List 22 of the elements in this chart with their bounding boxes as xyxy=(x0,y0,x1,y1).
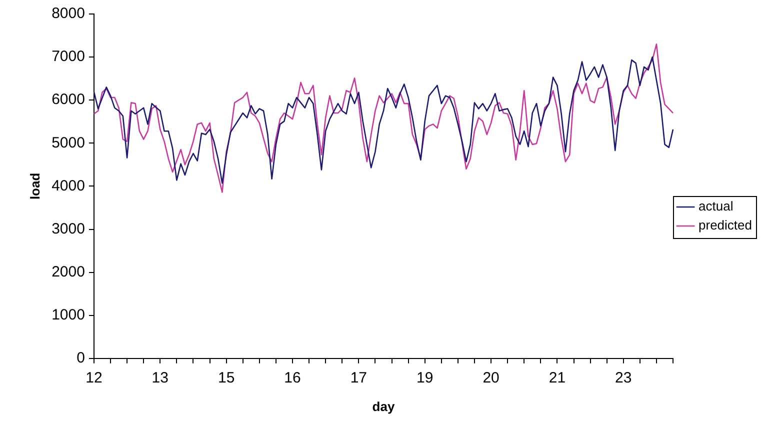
x-tick-label: 21 xyxy=(548,370,566,387)
legend-label: predicted xyxy=(698,218,752,233)
y-tick-label: 1000 xyxy=(52,306,85,324)
x-tick-label: 20 xyxy=(482,370,500,387)
x-tick-label: 23 xyxy=(615,370,632,387)
y-tick-label: 5000 xyxy=(52,134,85,152)
y-tick-label: 8000 xyxy=(52,5,85,22)
x-tick-label: 13 xyxy=(152,370,168,387)
x-tick-label: 19 xyxy=(416,370,434,387)
x-tick-label: 12 xyxy=(86,370,102,387)
y-tick-label: 3000 xyxy=(52,220,85,238)
y-tick-label: 2000 xyxy=(52,263,85,280)
y-axis-title: load xyxy=(27,172,42,200)
y-tick-label: 7000 xyxy=(52,48,85,66)
legend-label: actual xyxy=(698,198,734,214)
x-axis-title: day xyxy=(372,398,396,414)
y-tick-label: 0 xyxy=(76,350,85,367)
y-tick-label: 6000 xyxy=(52,91,85,108)
x-tick-label: 17 xyxy=(350,370,368,387)
y-tick-label: 4000 xyxy=(52,177,85,194)
x-tick-label: 16 xyxy=(284,370,301,387)
x-tick-label: 15 xyxy=(218,370,235,387)
